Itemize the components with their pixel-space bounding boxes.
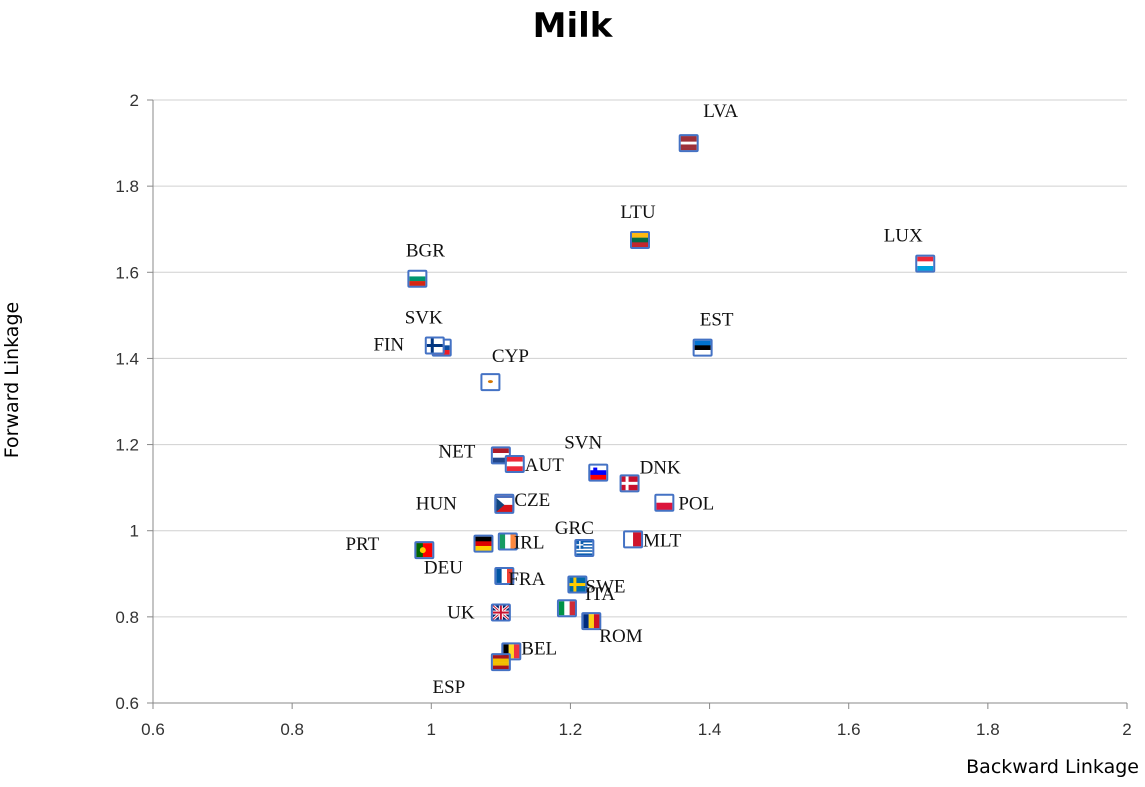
point-label-dnk: DNK [640, 457, 681, 478]
point-irl [497, 532, 518, 551]
point-lva [678, 134, 699, 153]
point-label-prt: PRT [345, 534, 379, 555]
point-ltu [630, 230, 650, 249]
x-tick-label: 1.4 [698, 720, 722, 739]
x-tick-label: 0.8 [280, 720, 304, 739]
point-label-bel: BEL [521, 638, 557, 659]
point-label-cze: CZE [514, 490, 550, 511]
point-cze [494, 495, 515, 514]
y-tick-label: 1.2 [115, 436, 139, 455]
point-label-fin: FIN [373, 335, 404, 356]
chart-title: Milk [532, 6, 613, 46]
point-svn [588, 463, 609, 482]
point-label-lux: LUX [884, 226, 923, 247]
point-label-bgr: BGR [406, 241, 445, 262]
x-tick-label: 1.8 [976, 720, 1000, 739]
point-swe [567, 575, 588, 594]
point-ita [556, 599, 577, 618]
axes [147, 99, 1128, 709]
point-label-ltu: LTU [620, 202, 655, 223]
point-dnk [619, 474, 640, 493]
tick-labels: 0.6 0.8 1 1.2 1.4 1.6 1.8 2 0.6 0.8 1 1.2 1.4 1.6 1.8 2 [115, 91, 1131, 739]
point-label-ita: ITA [585, 584, 615, 605]
point-label-swe: SWE [585, 577, 625, 598]
x-tick-label: 0.6 [141, 720, 165, 739]
x-axis-title: Backward Linkage [966, 756, 1139, 778]
x-tick-label: 1.2 [559, 720, 583, 739]
data-points [407, 134, 936, 672]
y-tick-label: 1.8 [115, 177, 139, 196]
point-label-fra: FRA [508, 569, 545, 590]
point-fin [424, 336, 445, 355]
y-tick-label: 1.6 [115, 263, 139, 282]
point-label-cyp: CYP [492, 346, 529, 367]
point-label-hun: HUN [416, 494, 457, 515]
point-label-mlt: MLT [643, 530, 682, 551]
point-label-grc: GRC [555, 518, 594, 539]
point-cyp [480, 373, 501, 392]
point-mlt [623, 530, 644, 549]
point-label-est: EST [700, 310, 734, 331]
y-tick-label: 1.4 [115, 349, 139, 368]
y-tick-label: 0.6 [115, 694, 139, 713]
point-label-lva: LVA [703, 101, 738, 122]
point-lux [915, 254, 936, 273]
point-label-pol: POL [678, 494, 714, 515]
point-aut [504, 454, 525, 473]
point-grc [574, 538, 595, 557]
point-label-rom: ROM [599, 626, 642, 647]
point-label-uk: UK [447, 603, 475, 624]
point-prt [414, 541, 435, 560]
point-label-svk: SVK [405, 308, 443, 329]
x-tick-label: 2 [1122, 720, 1131, 739]
x-tick-label: 1 [427, 720, 436, 739]
point-fra [494, 566, 515, 585]
point-bel [501, 642, 522, 661]
point-deu [473, 534, 494, 553]
point-uk [490, 603, 511, 622]
y-tick-label: 0.8 [115, 608, 139, 627]
y-tick-label: 1 [130, 522, 139, 541]
point-bgr [407, 269, 428, 288]
point-pol [654, 493, 675, 512]
x-tick-label: 1.6 [837, 720, 861, 739]
point-label-irl: IRL [514, 532, 545, 553]
point-est [692, 338, 713, 357]
point-label-net: NET [438, 441, 475, 462]
point-label-aut: AUT [525, 455, 564, 476]
point-rom [581, 612, 602, 631]
y-tick-label: 2 [130, 91, 139, 110]
point-label-deu: DEU [424, 558, 463, 579]
point-label-svn: SVN [564, 433, 602, 454]
point-label-esp: ESP [432, 677, 465, 698]
point-esp [490, 653, 511, 672]
